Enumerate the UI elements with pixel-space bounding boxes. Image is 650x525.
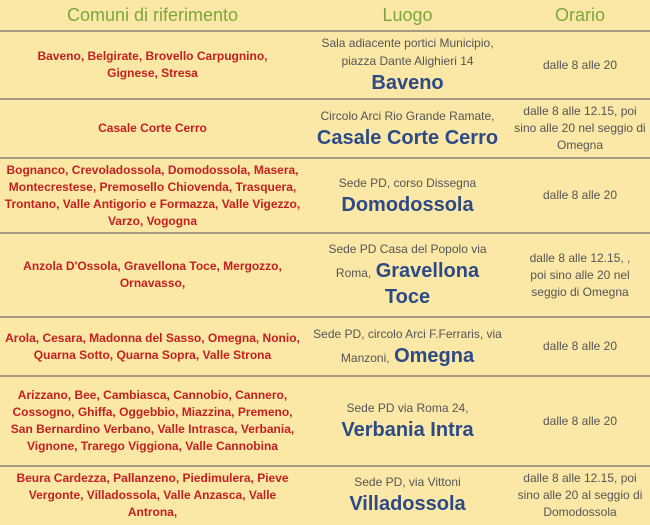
table-row: Baveno, Belgirate, Brovello Carpugnino, … [0,30,650,99]
comuni-cell: Anzola D'Ossola, Gravellona Toce, Mergoz… [0,232,305,317]
city: Gravellona Toce [375,260,480,308]
comuni-cell: Casale Corte Cerro [0,98,305,158]
city: Villadossola [349,493,466,515]
comuni-cell: Arola, Cesara, Madonna del Sasso, Omegna… [0,316,305,376]
address: Sede PD via Roma 24, [346,401,469,415]
city: Casale Corte Cerro [316,126,499,149]
address: Circolo Arci Rio Grande Ramate, [320,108,495,123]
luogo-cell: Sede PD, corso Dissegna Domodossola [305,157,510,233]
orario-cell: dalle 8 alle 20 [510,157,650,233]
orario-cell: dalle 8 alle 12.15, poi sino alle 20 nel… [510,98,650,158]
luogo-cell: Sede PD, via Vittoni Villadossola [305,465,510,523]
table-row: Anzola D'Ossola, Gravellona Toce, Mergoz… [0,232,650,317]
table-row: Casale Corte Cerro Circolo Arci Rio Gran… [0,98,650,158]
luogo-cell: Circolo Arci Rio Grande Ramate, Casale Co… [305,98,510,158]
header-luogo: Luogo [382,4,433,25]
address: Sede PD Casa del Popolo via Roma, [328,242,487,280]
luogo-cell: Sede PD, circolo Arci F.Ferraris, via Ma… [305,316,510,376]
header-orario: Orario [554,4,605,25]
orario-cell: dalle 8 alle 20 [510,316,650,376]
luogo-cell: Sala adiacente portici Municipio, piazza… [305,30,510,99]
city: Verbania Intra [341,419,474,441]
city: Domodossola [341,193,474,216]
comuni-cell: Bognanco, Crevoladossola, Domodossola, M… [0,157,305,233]
orario-cell: dalle 8 alle 20 [510,30,650,99]
table-row: Arola, Cesara, Madonna del Sasso, Omegna… [0,316,650,376]
header-row: Comuni di riferimento Luogo Orario [0,0,650,31]
luogo-cell: Sede PD Casa del Popolo via Roma, Gravel… [305,232,510,317]
city: Baveno [371,72,444,94]
comuni-cell: Arizzano, Bee, Cambiasca, Cannobio, Cann… [0,375,305,466]
comuni-cell: Baveno, Belgirate, Brovello Carpugnino, … [0,30,305,99]
orario-cell: dalle 8 alle 20 [510,375,650,466]
table-row: Bognanco, Crevoladossola, Domodossola, M… [0,157,650,233]
orario-cell: dalle 8 alle 12.15, , poi sino alle 20 n… [510,232,650,317]
table-row: Arizzano, Bee, Cambiasca, Cannobio, Cann… [0,375,650,466]
address: Sede PD, via Vittoni [354,475,461,489]
orario-cell: dalle 8 alle 12.15, poi sino alle 20 al … [510,465,650,523]
address: Sede PD, corso Dissegna [338,175,477,190]
address: Sala adiacente portici Municipio, piazza… [321,36,494,68]
header-comuni: Comuni di riferimento [66,4,239,25]
address: Sede PD, circolo Arci F.Ferraris, via Ma… [313,326,502,365]
comuni-cell: Beura Cardezza, Pallanzeno, Piedimulera,… [0,465,305,523]
city: Omegna [394,344,475,367]
table-row: Beura Cardezza, Pallanzeno, Piedimulera,… [0,465,650,523]
luogo-cell: Sede PD via Roma 24, Verbania Intra [305,375,510,466]
